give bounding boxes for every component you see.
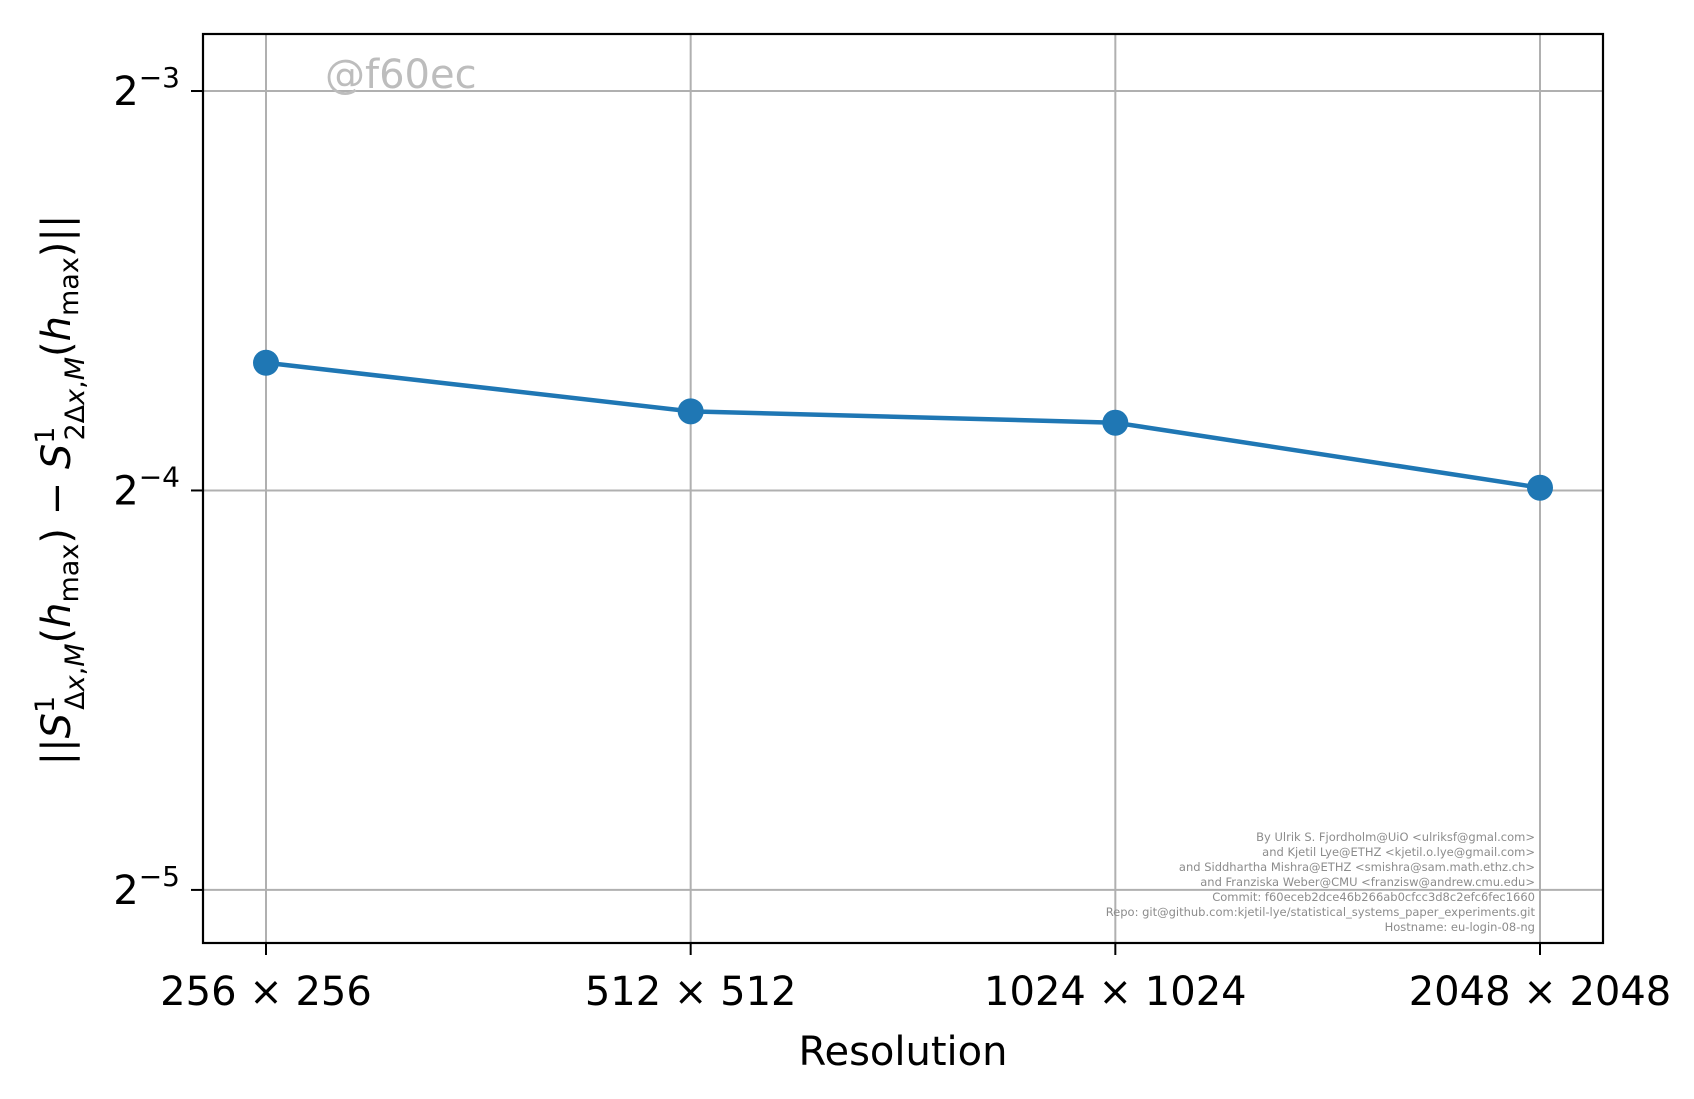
- y-tick-exponent: −3: [139, 61, 180, 94]
- credit-line: and Franziska Weber@CMU <franzisw@andrew…: [1200, 875, 1535, 889]
- y-tick-exponent: −4: [139, 460, 180, 493]
- x-tick-label: 512 × 512: [585, 969, 797, 1015]
- credits-block: By Ulrik S. Fjordholm@UiO <ulriksf@gmal.…: [1106, 830, 1536, 934]
- credit-line: Hostname: eu-login-08-ng: [1385, 920, 1535, 934]
- y-axis-label: ||S1Δx,M(hmax) − S12Δx,M(hmax)||: [30, 215, 91, 766]
- y-tick-label: 2−4: [113, 460, 180, 514]
- x-axis-ticks: 256 × 256 512 × 512 1024 × 1024 2048 × 2048: [160, 943, 1671, 1015]
- credit-line: Repo: git@github.com:kjetil-lye/statisti…: [1106, 905, 1536, 919]
- x-tick-label: 2048 × 2048: [1409, 969, 1672, 1015]
- x-axis-label: Resolution: [798, 1029, 1007, 1075]
- credit-line: and Siddhartha Mishra@ETHZ <smishra@sam.…: [1179, 860, 1535, 874]
- data-point: [1102, 409, 1129, 436]
- credit-line: By Ulrik S. Fjordholm@UiO <ulriksf@gmal.…: [1256, 830, 1535, 844]
- x-tick-label: 256 × 256: [160, 969, 372, 1015]
- y-tick-label: 2−3: [113, 61, 180, 115]
- y-tick-base: 2: [113, 868, 138, 914]
- y-tick-base: 2: [113, 69, 138, 115]
- data-point: [1527, 474, 1553, 501]
- credit-line: and Kjetil Lye@ETHZ <kjetil.o.lye@gmail.…: [1262, 845, 1535, 859]
- y-tick-exponent: −5: [139, 860, 180, 893]
- series-layer: [253, 349, 1553, 501]
- watermark: @f60ec: [325, 52, 477, 98]
- y-axis-ticks: 2−32−42−5: [113, 61, 203, 914]
- credit-line: Commit: f60eceb2dce46b266ab0cfcc3d8c2efc…: [1212, 890, 1535, 904]
- data-point: [677, 398, 704, 425]
- y-tick-base: 2: [113, 468, 138, 514]
- plot-frame: [201, 32, 1605, 945]
- series-line: [265, 360, 1541, 490]
- y-tick-label: 2−5: [113, 860, 180, 914]
- grid: [203, 34, 1603, 943]
- data-point: [253, 349, 279, 376]
- x-tick-label: 1024 × 1024: [984, 969, 1247, 1015]
